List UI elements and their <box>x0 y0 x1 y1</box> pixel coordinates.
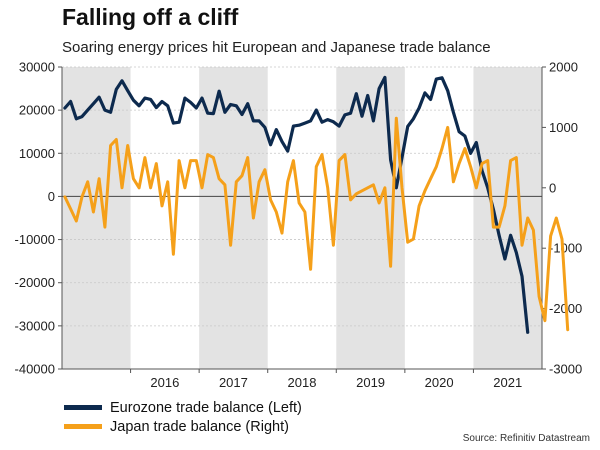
series-lines <box>63 75 570 334</box>
left-tick-label-10000: 10000 <box>19 146 55 161</box>
right-tick-label--3000: -3000 <box>549 362 582 377</box>
chart-title: Falling off a cliff <box>62 4 239 30</box>
left-tick-label--20000: -20000 <box>15 275 55 290</box>
legend-item-japan: Japan trade balance (Right) <box>64 417 302 436</box>
legend-swatch-japan <box>64 424 102 429</box>
left-axis-ticks: -40000 -30000 -20000 -10000 0 10000 20000 30000 <box>15 60 62 377</box>
legend-label-japan: Japan trade balance (Right) <box>110 418 289 435</box>
legend-swatch-eurozone <box>64 405 102 410</box>
left-tick-label--30000: -30000 <box>15 318 55 333</box>
right-tick-label--1000: -1000 <box>549 241 582 256</box>
x-tick-label-2016: 2016 <box>150 375 179 390</box>
x-tick-label-2021: 2021 <box>493 375 522 390</box>
series-line-eurozone <box>63 75 530 334</box>
legend-label-eurozone: Eurozone trade balance (Left) <box>110 399 302 416</box>
legend-item-eurozone: Eurozone trade balance (Left) <box>64 398 302 417</box>
x-axis-ticks: 2016 2017 2018 2019 2020 2021 <box>130 369 522 390</box>
gridlines <box>62 66 542 370</box>
source-note: Source: Refinitiv Datastream <box>462 433 590 444</box>
shaded-year-2021 <box>473 67 542 369</box>
right-tick-label-0: 0 <box>549 180 556 195</box>
shaded-year-2015 <box>62 67 131 369</box>
year-shading <box>62 67 542 369</box>
legend: Eurozone trade balance (Left) Japan trad… <box>64 398 302 436</box>
x-tick-label-2017: 2017 <box>219 375 248 390</box>
x-tick-label-2018: 2018 <box>288 375 317 390</box>
left-tick-label-20000: 20000 <box>19 103 55 118</box>
right-tick-label-2000: 2000 <box>549 60 578 75</box>
left-tick-label--40000: -40000 <box>15 362 55 377</box>
left-tick-label-30000: 30000 <box>19 60 55 75</box>
right-tick-label-1000: 1000 <box>549 120 578 135</box>
left-tick-label--10000: -10000 <box>15 232 55 247</box>
left-tick-label-0: 0 <box>48 189 55 204</box>
x-tick-label-2019: 2019 <box>356 375 385 390</box>
x-tick-label-2020: 2020 <box>425 375 454 390</box>
chart-subtitle: Soaring energy prices hit European and J… <box>62 39 491 56</box>
series-line-japan <box>63 116 570 332</box>
